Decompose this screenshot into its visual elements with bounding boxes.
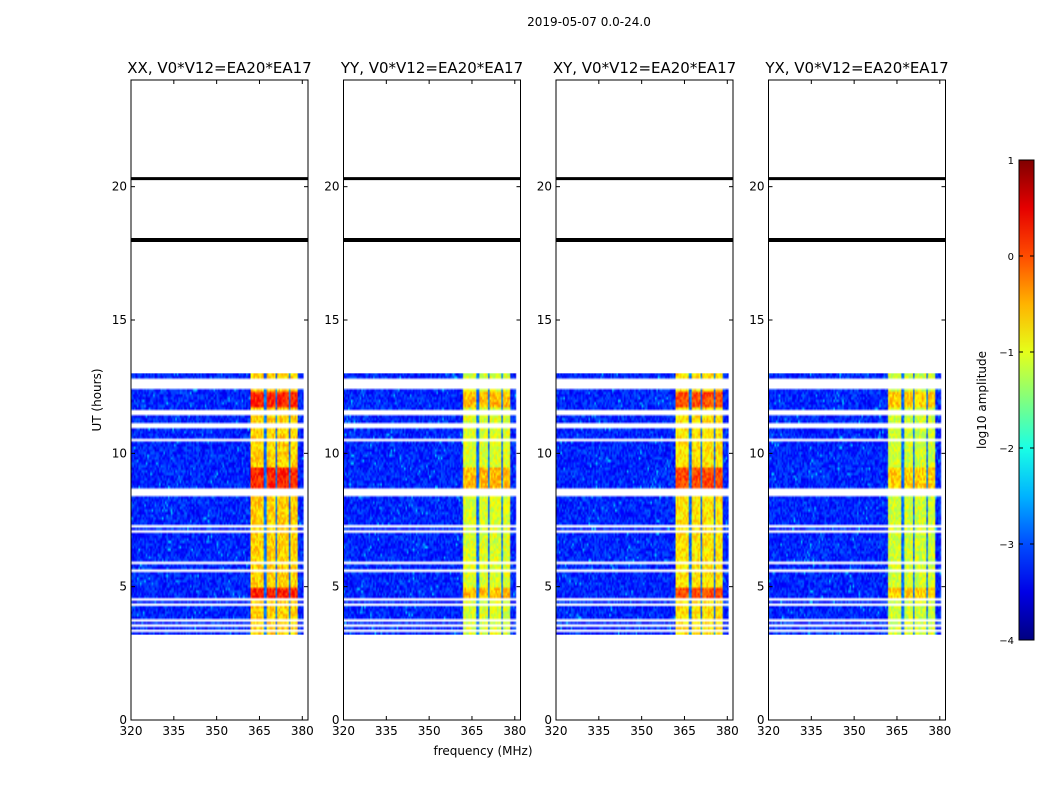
y-tick-label: 5 xyxy=(332,580,340,594)
y-tick-label: 20 xyxy=(112,180,127,194)
x-tick-label: 365 xyxy=(673,724,696,738)
y-tick-label: 15 xyxy=(537,313,552,327)
y-tick-label: 20 xyxy=(537,180,552,194)
x-tick-label: 335 xyxy=(162,724,185,738)
x-tick-label: 350 xyxy=(843,724,866,738)
y-tick-label: 5 xyxy=(757,580,765,594)
y-tick-label: 15 xyxy=(112,313,127,327)
heatmap-image xyxy=(343,373,521,635)
x-tick-label: 350 xyxy=(630,724,653,738)
x-tick-label: 320 xyxy=(545,724,568,738)
x-tick-label: 335 xyxy=(587,724,610,738)
x-tick-label: 365 xyxy=(248,724,271,738)
y-tick-label: 15 xyxy=(324,313,339,327)
x-tick-label: 380 xyxy=(716,724,739,738)
axes-frame xyxy=(343,79,521,721)
y-tick-label: 20 xyxy=(324,180,339,194)
y-tick-label: 0 xyxy=(757,713,765,727)
axes-frame xyxy=(130,79,309,721)
x-tick-label: 320 xyxy=(757,724,780,738)
colorbar-gradient xyxy=(1018,159,1035,641)
axes-frame xyxy=(555,79,734,721)
y-tick-label: 5 xyxy=(119,580,127,594)
x-tick-label: 365 xyxy=(886,724,909,738)
x-tick-label: 365 xyxy=(461,724,484,738)
y-axis-label: UT (hours) xyxy=(90,368,104,431)
panel-1: XX, V0*V12=EA20*EA17 320 335 350 365 380 0 5 10 1… xyxy=(112,59,314,738)
panel-4: YX, V0*V12=EA20*EA17 320 335 350 365 380 0 5 10 1… xyxy=(749,59,951,738)
x-tick-label: 380 xyxy=(291,724,314,738)
x-tick-label: 335 xyxy=(800,724,823,738)
colorbar-tick-label: 0 xyxy=(1008,252,1014,263)
colorbar-tick-label: −1 xyxy=(999,348,1014,359)
panel-3: XY, V0*V12=EA20*EA17 320 335 350 365 380 0 5 10 1… xyxy=(537,59,739,738)
colorbar-tick-label: −4 xyxy=(999,636,1014,647)
x-tick-label: 320 xyxy=(332,724,355,738)
x-tick-label: 335 xyxy=(375,724,398,738)
panel-2: YY, V0*V12=EA20*EA17 320 335 350 365 380 0 5 10 1… xyxy=(324,59,526,738)
y-tick-label: 15 xyxy=(749,313,764,327)
y-tick-label: 5 xyxy=(544,580,552,594)
x-axis-label: frequency (MHz) xyxy=(433,744,532,758)
x-tick-label: 350 xyxy=(418,724,441,738)
x-tick-label: 320 xyxy=(120,724,143,738)
x-tick-label: 380 xyxy=(503,724,526,738)
panel-title: YY, V0*V12=EA20*EA17 xyxy=(340,59,523,77)
heatmap-image xyxy=(768,373,946,635)
panel-title: XX, V0*V12=EA20*EA17 xyxy=(127,59,311,77)
y-tick-label: 10 xyxy=(324,446,339,460)
heatmap-image xyxy=(131,373,308,635)
y-tick-label: 20 xyxy=(749,180,764,194)
colorbar-tick-label: 1 xyxy=(1008,156,1014,167)
y-tick-label: 10 xyxy=(537,446,552,460)
colorbar-tick-label: −2 xyxy=(999,444,1014,455)
y-tick-label: 0 xyxy=(119,713,127,727)
colorbar-tick-label: −3 xyxy=(999,540,1014,551)
y-tick-label: 10 xyxy=(112,446,127,460)
panel-title: YX, V0*V12=EA20*EA17 xyxy=(764,59,948,77)
x-tick-label: 350 xyxy=(205,724,228,738)
x-tick-label: 380 xyxy=(928,724,951,738)
figure-suptitle: 2019-05-07 0.0-24.0 xyxy=(527,15,651,29)
colorbar: 1 0 −1 −2 −3 −4 log10 amplitude xyxy=(975,156,1035,647)
colorbar-label: log10 amplitude xyxy=(975,351,989,449)
panels-group: XX, V0*V12=EA20*EA17 320 335 350 365 380 0 5 10 1… xyxy=(112,59,952,738)
y-tick-label: 10 xyxy=(749,446,764,460)
axes-frame xyxy=(768,79,946,721)
panel-title: XY, V0*V12=EA20*EA17 xyxy=(553,59,736,77)
y-tick-label: 0 xyxy=(332,713,340,727)
y-tick-label: 0 xyxy=(544,713,552,727)
heatmap-image xyxy=(556,373,733,635)
